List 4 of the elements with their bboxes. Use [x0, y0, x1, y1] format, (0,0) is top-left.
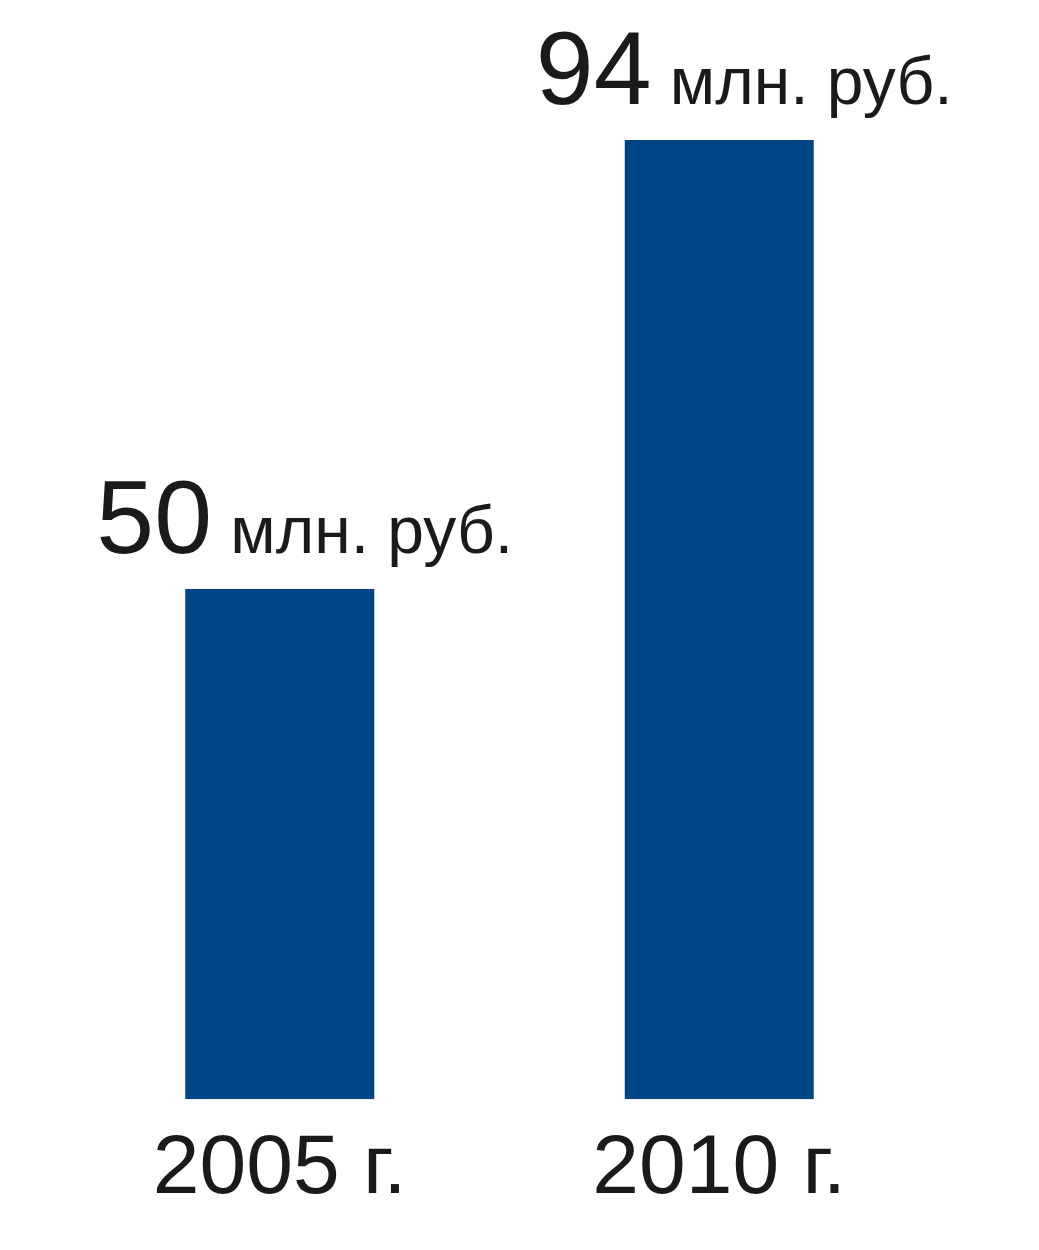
x-tick-label: 2005 г. — [152, 1116, 407, 1211]
data-label: 50 млн. руб. — [96, 458, 514, 575]
data-label: 94 млн. руб. — [535, 10, 953, 126]
x-tick-label: 2010 г. — [592, 1116, 847, 1211]
